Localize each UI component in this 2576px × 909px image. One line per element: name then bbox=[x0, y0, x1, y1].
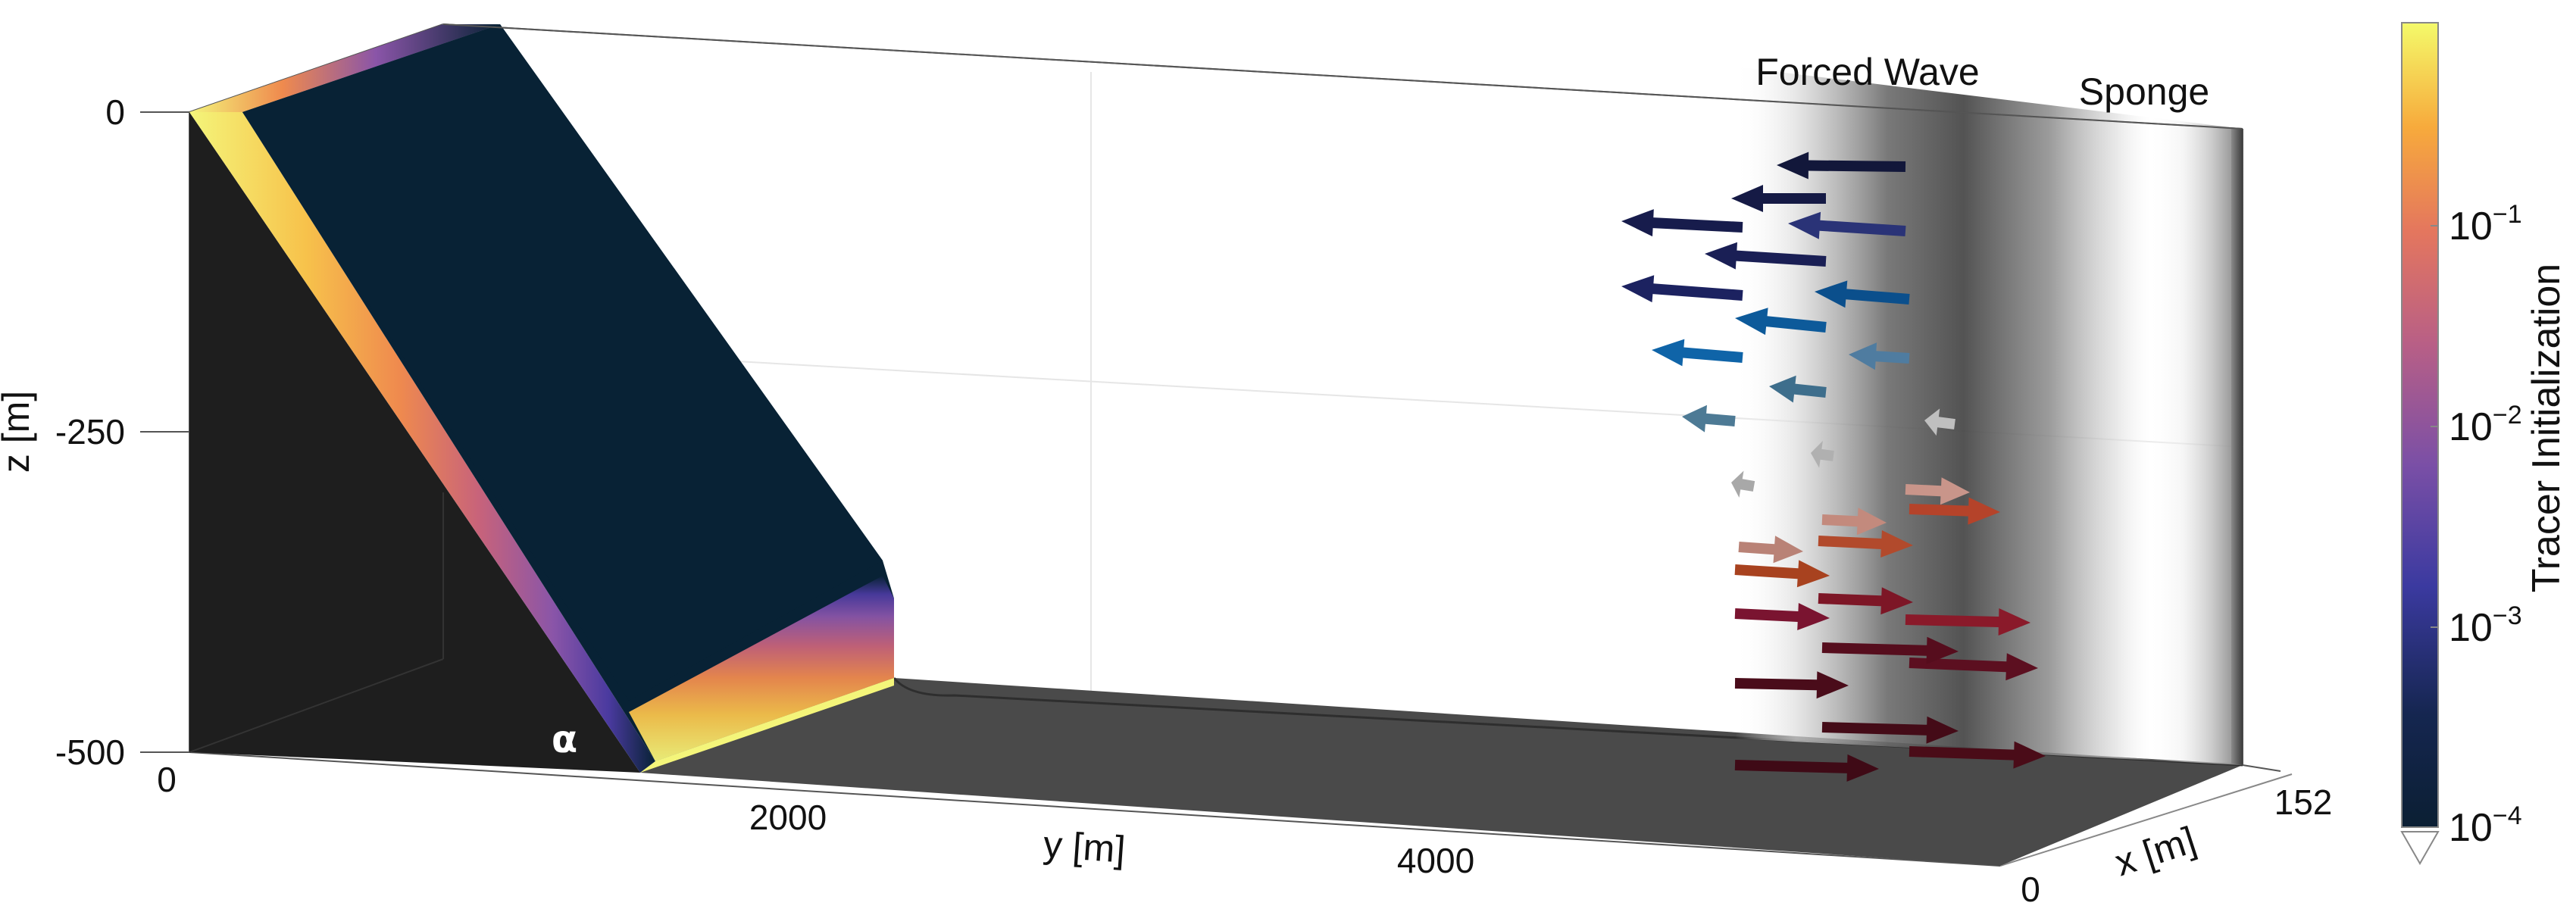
velocity-arrow bbox=[1621, 209, 1743, 237]
velocity-arrow bbox=[1734, 560, 1830, 588]
y-tick-2000: 2000 bbox=[749, 798, 827, 837]
velocity-arrow bbox=[1734, 671, 1849, 699]
y-tick-0: 0 bbox=[157, 760, 177, 799]
velocity-arrow bbox=[1735, 308, 1827, 336]
colorbar-gradient bbox=[2401, 22, 2439, 828]
colorbar-tick-2: 10−2 bbox=[2449, 401, 2522, 449]
velocity-arrow bbox=[1621, 275, 1743, 303]
velocity-arrow bbox=[1777, 152, 1906, 180]
velocity-arrow bbox=[1652, 339, 1743, 367]
slope-angle-label: α bbox=[552, 717, 577, 761]
x-tick-0: 0 bbox=[2021, 870, 2040, 909]
floor-surface bbox=[640, 678, 2243, 866]
velocity-arrow bbox=[1821, 508, 1887, 536]
velocity-arrow bbox=[1731, 470, 1755, 498]
velocity-arrow bbox=[1734, 603, 1830, 630]
colorbar-tick-3: 10−3 bbox=[2449, 601, 2522, 650]
velocity-arrow bbox=[1909, 741, 2046, 769]
velocity-arrow bbox=[1821, 716, 1959, 744]
colorbar-title: Tracer Initialization bbox=[2524, 264, 2568, 592]
velocity-arrow bbox=[1769, 375, 1827, 403]
velocity-arrow bbox=[1811, 441, 1834, 468]
domain-end-wall bbox=[2231, 129, 2243, 765]
tracer-band-toe bbox=[629, 576, 894, 761]
colorbar-extend-triangle bbox=[2400, 831, 2440, 866]
velocity-arrow bbox=[1734, 754, 1879, 782]
z-tick-500: -500 bbox=[55, 733, 125, 772]
velocity-arrow bbox=[1788, 211, 1906, 239]
colorbar-tick-4: 10−4 bbox=[2449, 801, 2522, 850]
y-axis: 0 2000 4000 y [m] bbox=[157, 760, 1474, 880]
y-axis-label: y [m] bbox=[1042, 823, 1127, 870]
sponge-label: Sponge bbox=[2079, 70, 2209, 113]
velocity-arrow bbox=[1905, 477, 1970, 505]
tracer-band-edge bbox=[189, 112, 655, 773]
velocity-arrow bbox=[1738, 536, 1803, 564]
velocity-arrow bbox=[1682, 405, 1736, 433]
x-tick-152: 152 bbox=[2274, 782, 2333, 822]
velocity-arrow bbox=[1821, 636, 1959, 664]
colorbar: 10−1 10−2 10−3 10−4 Tracer Initializatio… bbox=[2400, 22, 2568, 866]
velocity-arrow bbox=[1905, 608, 2030, 636]
y-tick-4000: 4000 bbox=[1397, 841, 1474, 880]
velocity-arrows bbox=[1621, 152, 2046, 782]
z-axis: 0 -250 -500 z [m] bbox=[0, 92, 189, 772]
velocity-arrow bbox=[1909, 653, 2038, 681]
x-axis-label: x [m] bbox=[2110, 818, 2201, 884]
velocity-arrow bbox=[1818, 587, 1913, 615]
z-axis-label: z [m] bbox=[0, 391, 37, 473]
velocity-arrow bbox=[1705, 242, 1827, 270]
colorbar-tick-1: 10−1 bbox=[2449, 200, 2522, 248]
tracer-band-top bbox=[189, 24, 500, 112]
forcing-sponge-shading bbox=[1735, 67, 2243, 765]
velocity-arrow bbox=[1818, 530, 1913, 558]
forced-wave-label: Forced Wave bbox=[1755, 51, 1979, 93]
velocity-arrow bbox=[1924, 408, 1955, 436]
velocity-arrow bbox=[1909, 497, 2000, 525]
velocity-arrow bbox=[1849, 342, 1910, 370]
velocity-arrow bbox=[1731, 185, 1826, 212]
z-tick-0: 0 bbox=[105, 92, 125, 132]
velocity-arrow bbox=[1815, 280, 1910, 308]
z-tick-250: -250 bbox=[55, 412, 125, 451]
